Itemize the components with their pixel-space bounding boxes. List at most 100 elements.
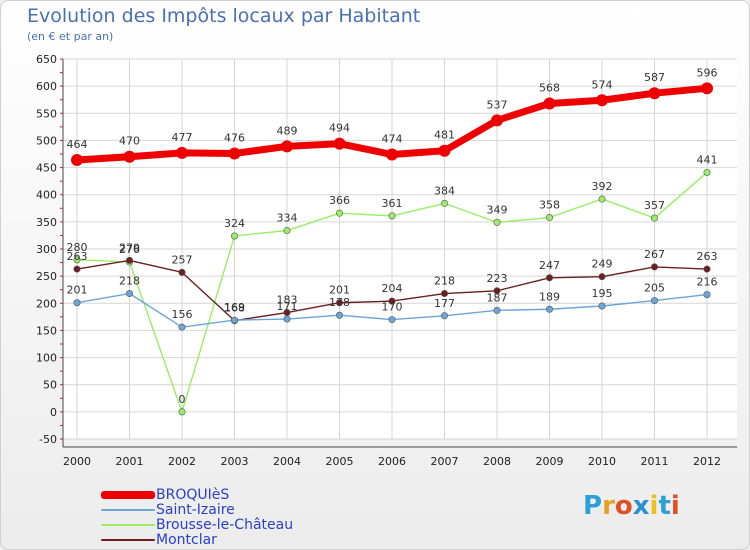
data-label: 205	[644, 282, 665, 295]
data-label: 537	[487, 98, 508, 111]
x-tick-label: 2010	[588, 455, 616, 468]
data-label: 366	[329, 194, 350, 207]
data-label: 279	[119, 241, 140, 254]
data-label: 257	[172, 253, 193, 266]
y-tick-label: 300	[36, 243, 57, 256]
y-tick-label: 150	[36, 324, 57, 337]
data-point	[281, 140, 293, 153]
data-point	[545, 214, 553, 222]
data-point	[703, 168, 711, 176]
data-label: 587	[644, 71, 665, 84]
y-tick-label: 250	[36, 270, 57, 283]
y-tick-label: 50	[43, 379, 57, 392]
legend-item: BROQUIèS	[101, 487, 293, 503]
data-label: 218	[434, 275, 455, 288]
data-label: 349	[487, 203, 508, 216]
data-label: 247	[539, 259, 560, 272]
legend-item: Saint-Izaire	[101, 501, 293, 518]
data-point	[703, 265, 711, 273]
data-label: 178	[329, 296, 350, 309]
data-point	[440, 312, 448, 320]
data-label: 361	[382, 197, 403, 210]
data-point	[598, 273, 606, 281]
data-point	[648, 87, 661, 100]
data-point	[176, 146, 188, 159]
data-point	[598, 302, 606, 310]
data-label: 358	[539, 199, 560, 212]
data-point	[228, 147, 241, 160]
data-label: 201	[67, 284, 88, 297]
data-label: 280	[67, 241, 88, 254]
legend-label: Montclar	[156, 531, 217, 548]
data-point	[491, 114, 503, 127]
legend-swatch	[101, 538, 155, 541]
legend-label: Saint-Izaire	[156, 501, 235, 518]
data-label: 596	[697, 66, 718, 79]
data-point	[598, 195, 606, 203]
x-tick-label: 2008	[483, 455, 511, 468]
x-tick-label: 2002	[168, 455, 196, 468]
data-point	[440, 199, 448, 207]
data-label: 195	[592, 287, 613, 300]
data-label: 218	[119, 275, 140, 288]
data-label: 441	[697, 153, 718, 166]
data-label: 474	[382, 133, 403, 146]
data-label: 276	[119, 243, 140, 256]
data-point	[73, 299, 81, 307]
data-point	[596, 94, 608, 107]
data-label: 249	[592, 258, 613, 271]
data-label: 183	[277, 294, 298, 307]
data-label: 223	[487, 272, 508, 285]
data-label: 568	[539, 82, 560, 95]
legend-swatch	[101, 490, 155, 499]
data-point	[126, 290, 134, 298]
data-point	[178, 323, 186, 331]
data-label: 204	[382, 282, 403, 295]
data-point	[71, 153, 83, 166]
data-point	[650, 297, 658, 305]
data-point	[650, 214, 658, 222]
logo-letter: i	[670, 491, 680, 521]
data-label: 324	[224, 217, 245, 230]
data-point	[178, 268, 186, 276]
data-point	[231, 316, 239, 324]
data-label: 156	[172, 308, 193, 321]
data-point	[283, 315, 291, 323]
x-tick-label: 2005	[326, 455, 354, 468]
y-tick-label: 100	[36, 352, 57, 365]
data-point	[386, 148, 398, 161]
chart-legend: BROQUIèS Saint-Izaire Brousse-le-Château Mo…	[101, 487, 293, 548]
data-label: 494	[329, 122, 350, 135]
proxiti-logo: Proxiti	[583, 491, 680, 521]
data-point	[333, 137, 346, 150]
x-tick-label: 2011	[641, 455, 669, 468]
data-label: 477	[172, 131, 193, 144]
x-tick-label: 2009	[536, 455, 564, 468]
x-tick-label: 2001	[116, 455, 144, 468]
data-label: 267	[644, 248, 665, 261]
logo-letter: r	[602, 491, 615, 521]
data-point	[388, 316, 396, 324]
chart-title: Evolution des Impôts locaux par Habitant	[27, 5, 421, 27]
y-tick-label: 0	[50, 406, 57, 419]
y-tick-label: 500	[36, 134, 57, 147]
y-tick-label: 450	[36, 162, 57, 175]
data-point	[545, 305, 553, 313]
data-point	[388, 212, 396, 220]
x-tick-label: 2003	[221, 455, 249, 468]
data-point	[650, 263, 658, 271]
legend-item: Montclar	[101, 531, 293, 548]
data-label: 201	[329, 284, 350, 297]
data-point	[283, 227, 291, 235]
data-label: 574	[592, 78, 613, 91]
data-label: 476	[224, 131, 245, 144]
y-tick-label: 550	[36, 107, 57, 120]
y-tick-label: 650	[36, 53, 57, 66]
logo-letter: i	[649, 491, 659, 521]
x-tick-label: 2006	[378, 455, 406, 468]
data-point	[73, 265, 81, 273]
legend-swatch	[101, 508, 155, 511]
data-label: 177	[434, 297, 455, 310]
